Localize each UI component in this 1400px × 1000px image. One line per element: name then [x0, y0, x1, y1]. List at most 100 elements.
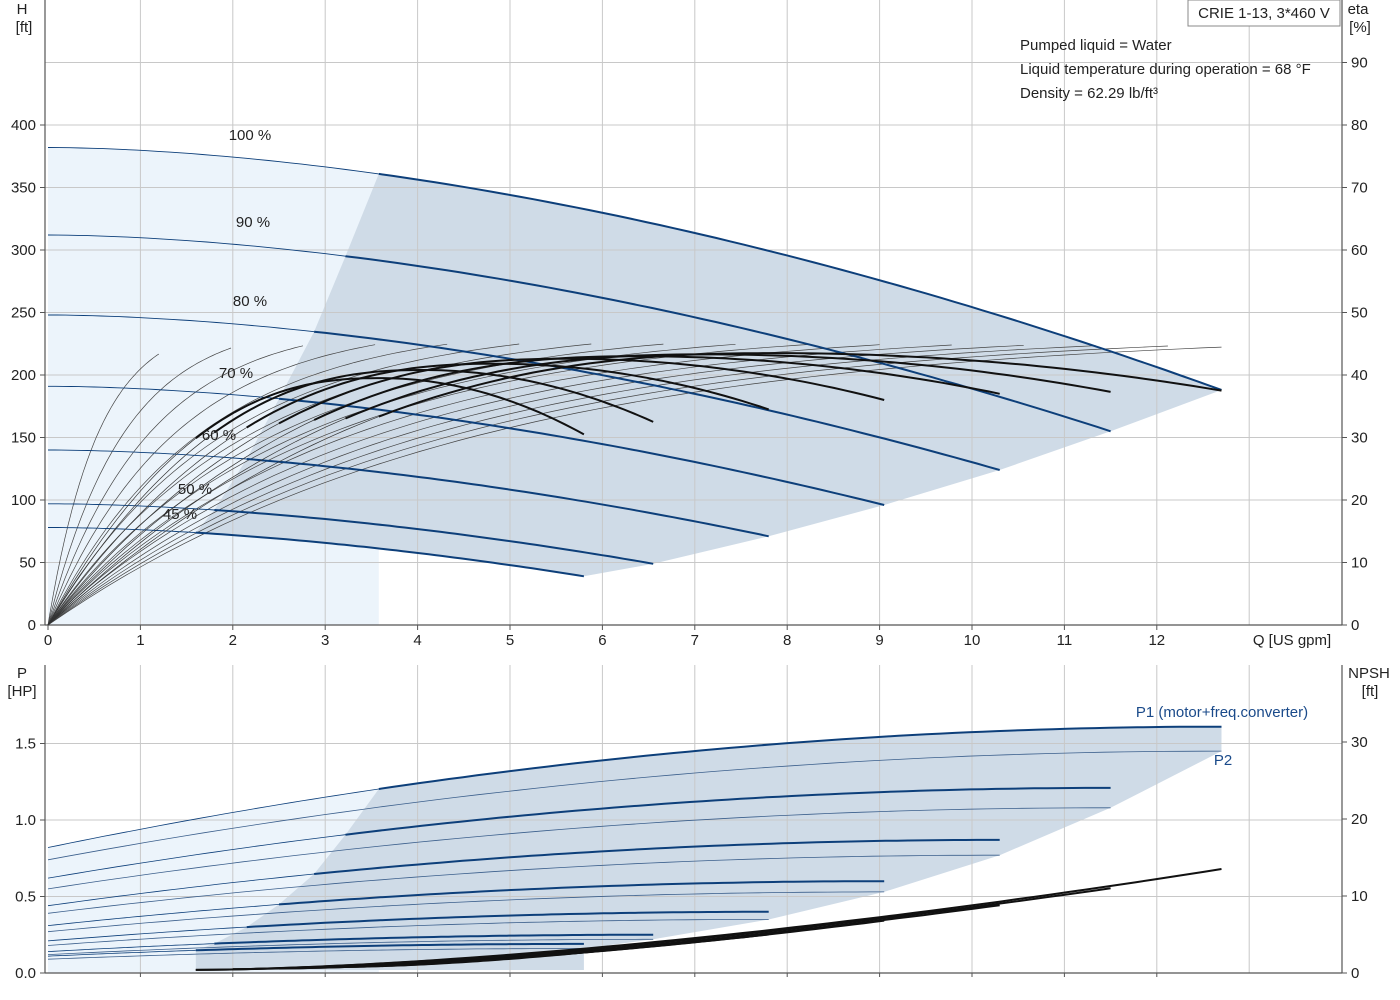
speed-label: 60 % — [202, 427, 236, 444]
eta-tick-label: 80 — [1351, 117, 1368, 134]
head-curve — [195, 531, 585, 578]
p1-series-label: P1 (motor+freq.converter) — [1136, 704, 1308, 721]
h-tick-label: 250 — [11, 305, 36, 322]
head-curve — [214, 509, 654, 565]
q-tick-label: 8 — [783, 632, 791, 649]
head-curve-low-flow — [48, 314, 315, 333]
eta-tick-label: 60 — [1351, 242, 1368, 259]
efficiency-curve — [213, 369, 654, 434]
p-tick-label: 1.0 — [15, 812, 36, 829]
h-tick-label: 350 — [11, 180, 36, 197]
speed-label: 70 % — [219, 365, 253, 382]
system-curve — [47, 345, 1168, 626]
p-axis-unit: [HP] — [7, 683, 36, 700]
q-tick-label: 2 — [229, 632, 237, 649]
speed-label: 50 % — [178, 481, 212, 498]
head-curve-low-flow — [48, 385, 280, 400]
h-tick-label: 300 — [11, 242, 36, 259]
npsh-tick-label: 0 — [1351, 965, 1359, 982]
h-tick-label: 200 — [11, 367, 36, 384]
p1-curve — [345, 786, 1111, 836]
efficiency-curve-low-flow — [47, 437, 197, 626]
h-tick-label: 100 — [11, 492, 36, 509]
p1-curve — [246, 910, 769, 929]
p-tick-label: 0.0 — [15, 965, 36, 982]
speed-label: 80 % — [233, 293, 267, 310]
h-tick-label: 400 — [11, 117, 36, 134]
eta-tick-label: 90 — [1351, 55, 1368, 72]
p-tick-label: 0.5 — [15, 889, 36, 906]
p2-curve — [47, 891, 885, 933]
efficiency-curve — [278, 357, 885, 425]
q-tick-label: 5 — [506, 632, 514, 649]
efficiency-curve — [345, 353, 1111, 420]
product-label: CRIE 1-13, 3*460 V — [1198, 5, 1330, 22]
product-label-box — [1187, 0, 1341, 27]
npsh-tick-label: 20 — [1351, 811, 1368, 828]
p1-curve — [214, 933, 654, 945]
head-curve-low-flow — [48, 527, 196, 534]
eta-tick-label: 70 — [1351, 180, 1368, 197]
efficiency-curve — [195, 377, 585, 439]
p1-curve-low-flow — [47, 904, 280, 926]
p1-curve — [314, 838, 1000, 875]
q-tick-label: 9 — [875, 632, 883, 649]
head-curve — [313, 330, 1000, 471]
p1-curve-low-flow — [47, 834, 346, 879]
p1-curve — [195, 942, 584, 952]
eta-tick-label: 0 — [1351, 617, 1359, 634]
efficiency-curve-low-flow — [47, 418, 346, 626]
p2-curve — [47, 938, 654, 955]
q-tick-label: 12 — [1148, 632, 1165, 649]
efficiency-curve-low-flow — [47, 427, 247, 626]
q-axis-title: Q [US gpm] — [1253, 632, 1331, 649]
efficiency-curve-low-flow — [47, 423, 280, 626]
system-curve — [47, 346, 1222, 626]
efficiency-curve — [246, 362, 770, 429]
efficiency-curve — [313, 355, 1000, 421]
h-tick-label: 50 — [19, 555, 36, 572]
p2-series-label: P2 — [1214, 752, 1232, 769]
npsh-tick-label: 10 — [1351, 888, 1368, 905]
efficiency-curve-low-flow — [47, 416, 379, 626]
head-curve-low-flow — [47, 234, 346, 257]
p-axis-title: P — [17, 665, 27, 682]
system-curve — [47, 353, 160, 626]
head-curve-low-flow — [47, 147, 379, 175]
eta-tick-label: 50 — [1351, 305, 1368, 322]
efficiency-curve-low-flow — [47, 419, 315, 626]
eta-tick-label: 10 — [1351, 555, 1368, 572]
h-tick-label: 0 — [28, 617, 36, 634]
p1-curve — [378, 725, 1222, 790]
system-curve — [47, 343, 520, 626]
head-curve-low-flow — [48, 503, 215, 511]
q-tick-label: 1 — [136, 632, 144, 649]
head-curve — [246, 458, 769, 538]
speed-label: 100 % — [229, 127, 272, 144]
head-curve — [345, 255, 1111, 433]
system-curve — [47, 344, 1024, 626]
q-tick-label: 6 — [598, 632, 606, 649]
h-tick-label: 150 — [11, 430, 36, 447]
h-axis-title: H — [17, 1, 28, 18]
efficiency-curve — [378, 352, 1222, 418]
p2-curve — [47, 919, 769, 946]
npsh-axis-unit: [ft] — [1362, 683, 1379, 700]
eta-tick-label: 20 — [1351, 492, 1368, 509]
p1-curve-low-flow — [47, 943, 215, 952]
system-curve — [47, 343, 448, 626]
power-operating-area — [195, 726, 1222, 973]
p1-curve — [278, 880, 885, 906]
p2-curve — [47, 854, 1000, 914]
speed-label: 90 % — [236, 214, 270, 231]
npsh-curve — [343, 950, 584, 968]
q-tick-label: 4 — [413, 632, 421, 649]
p1-curve-low-flow — [47, 926, 247, 942]
npsh-axis-title: NPSH — [1348, 665, 1390, 682]
system-curve — [47, 345, 1096, 626]
head-curve — [278, 397, 885, 506]
condition-density: Density = 62.29 lb/ft³ — [1020, 85, 1158, 102]
speed-label: 45 % — [163, 506, 197, 523]
head-curve-low-flow — [48, 449, 247, 460]
